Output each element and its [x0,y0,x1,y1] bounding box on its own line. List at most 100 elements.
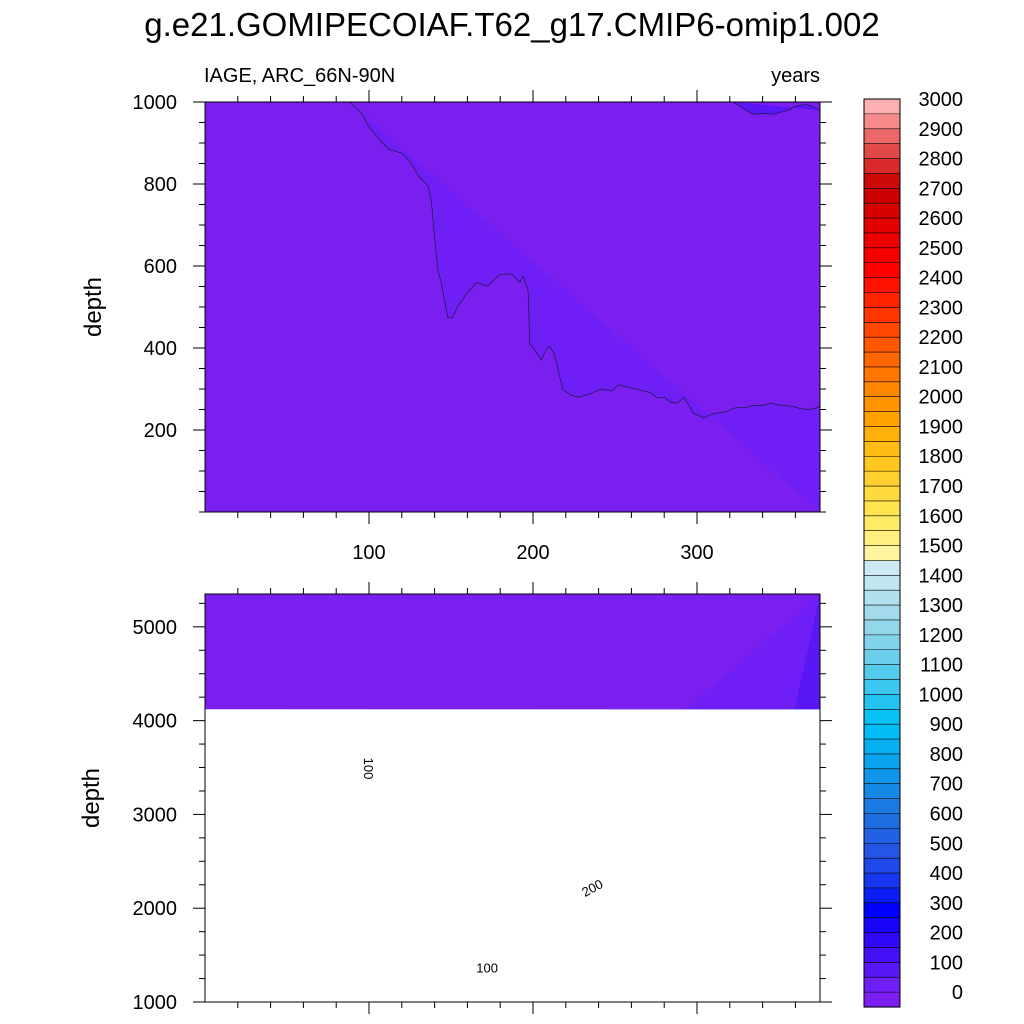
colorbar-swatch [864,679,900,696]
colorbar-swatch [864,887,900,904]
colorbar-tick-label: 400 [930,863,963,885]
colorbar-swatch [864,292,900,308]
colorbar-swatch [864,247,900,264]
colorbar-tick-label: 1800 [919,446,964,468]
colorbar-swatch [864,694,900,710]
colorbar-tick-label: 700 [930,774,963,796]
colorbar-swatch [864,515,900,532]
lower-y-tick-label: 1000 [133,992,178,1014]
colorbar-swatch [864,560,900,576]
upper-y-tick-label: 800 [144,174,177,196]
colorbar-swatch [864,396,900,413]
lower-y-tick-label: 4000 [133,711,178,733]
colorbar-tick-label: 1600 [919,506,964,528]
colorbar-swatch [864,500,900,517]
colorbar-swatch [864,962,900,978]
colorbar-tick-label: 2700 [919,178,964,200]
colorbar-tick-label: 2600 [919,208,964,230]
colorbar-swatch [864,471,900,487]
upper-x-tick-label: 200 [516,542,549,564]
colorbar-tick-label: 200 [930,923,963,945]
colorbar-swatch [864,858,900,874]
upper-fill-100-150 [733,102,820,115]
colorbar-swatch [864,173,900,189]
colorbar-swatch [864,143,900,160]
colorbar-tick-label: 1900 [919,416,964,438]
colorbar-swatch [864,203,900,219]
colorbar-swatch [864,783,900,800]
colorbar-tick-label: 100 [930,952,963,974]
colorbar-swatch [864,575,900,591]
lower-y-axis-label: depth [78,768,105,828]
lower-y-tick-label: 2000 [133,898,178,920]
upper-right-label: years [771,65,820,87]
colorbar-swatch [864,739,900,755]
colorbar-swatch [864,828,900,844]
contour-label-text: 100 [476,960,498,975]
upper-x-tick-label: 100 [352,542,385,564]
colorbar-tick-label: 2500 [919,238,964,260]
colorbar-tick-label: 1400 [919,565,964,587]
upper-contour-50 [349,101,821,419]
colorbar-swatch [864,158,900,175]
colorbar-tick-label: 3000 [919,89,964,111]
colorbar-swatch [864,188,900,204]
lower-plot-area: 100 200 100 [205,594,821,1003]
colorbar-swatch [864,411,900,428]
upper-x-tick-label: 300 [680,542,713,564]
colorbar-swatch [864,545,900,562]
upper-y-tick-label: 200 [144,420,177,442]
colorbar-tick-label: 2100 [919,357,964,379]
colorbar-tick-label: 2200 [919,327,964,349]
colorbar-swatch [864,113,900,130]
colorbar-swatch [864,99,900,115]
lower-frame [204,593,821,1003]
upper-frame [204,101,821,513]
colorbar-swatch [864,307,900,323]
figure-title: g.e21.GOMIPECOIAF.T62_g17.CMIP6-omip1.00… [144,6,880,43]
colorbar-swatch [864,619,900,636]
colorbar-swatch [864,366,900,383]
colorbar-swatch [864,649,900,666]
upper-y-axis-label: depth [80,277,107,337]
colorbar-swatch [864,590,900,606]
upper-panel: IAGE, ARC_66N-90N years 100 200 300 200 400 6… [80,65,832,564]
colorbar-swatch [864,337,900,353]
colorbar-swatch [864,232,900,249]
colorbar-swatch [864,262,900,279]
contour-label-text: 100 [361,758,376,780]
colorbar-swatch [864,456,900,472]
colorbar-tick-label: 1700 [919,476,964,498]
colorbar-swatch [864,873,900,889]
colorbar-tick-label: 2400 [919,268,964,290]
colorbar-swatch [864,798,900,815]
colorbar-swatch [864,322,900,338]
colorbar-swatch [864,768,900,785]
colorbar-tick-label: 1100 [920,655,963,677]
colorbar-swatch [864,441,900,457]
colorbar-tick-label: 1500 [919,536,964,558]
colorbar-swatch [864,753,900,770]
colorbar-tick-label: 300 [930,893,963,915]
colorbar: 0 100 200 300 400 500 600 700 800 900 1000 1100 1200… [863,89,964,1008]
colorbar-swatch [864,902,900,919]
upper-y-tick-label: 1000 [133,92,178,114]
colorbar-tick-label: 1000 [919,684,964,706]
colorbar-swatch [864,426,900,442]
upper-plot-area [205,101,821,512]
colorbar-swatch [864,664,900,681]
colorbar-swatch [864,128,900,145]
colorbar-swatch [864,605,900,621]
colorbar-swatch [864,218,900,234]
contour-label-box [574,872,610,903]
upper-y-tick-label: 400 [144,338,177,360]
colorbar-frame [863,98,901,1008]
lower-contour-label: 100 [472,958,503,977]
colorbar-swatch [864,724,900,740]
upper-fill-0-50 [205,102,820,512]
colorbar-swatch [864,917,900,934]
colorbar-swatch [864,634,900,651]
colorbar-swatch [864,709,900,725]
colorbar-swatch [864,977,900,993]
